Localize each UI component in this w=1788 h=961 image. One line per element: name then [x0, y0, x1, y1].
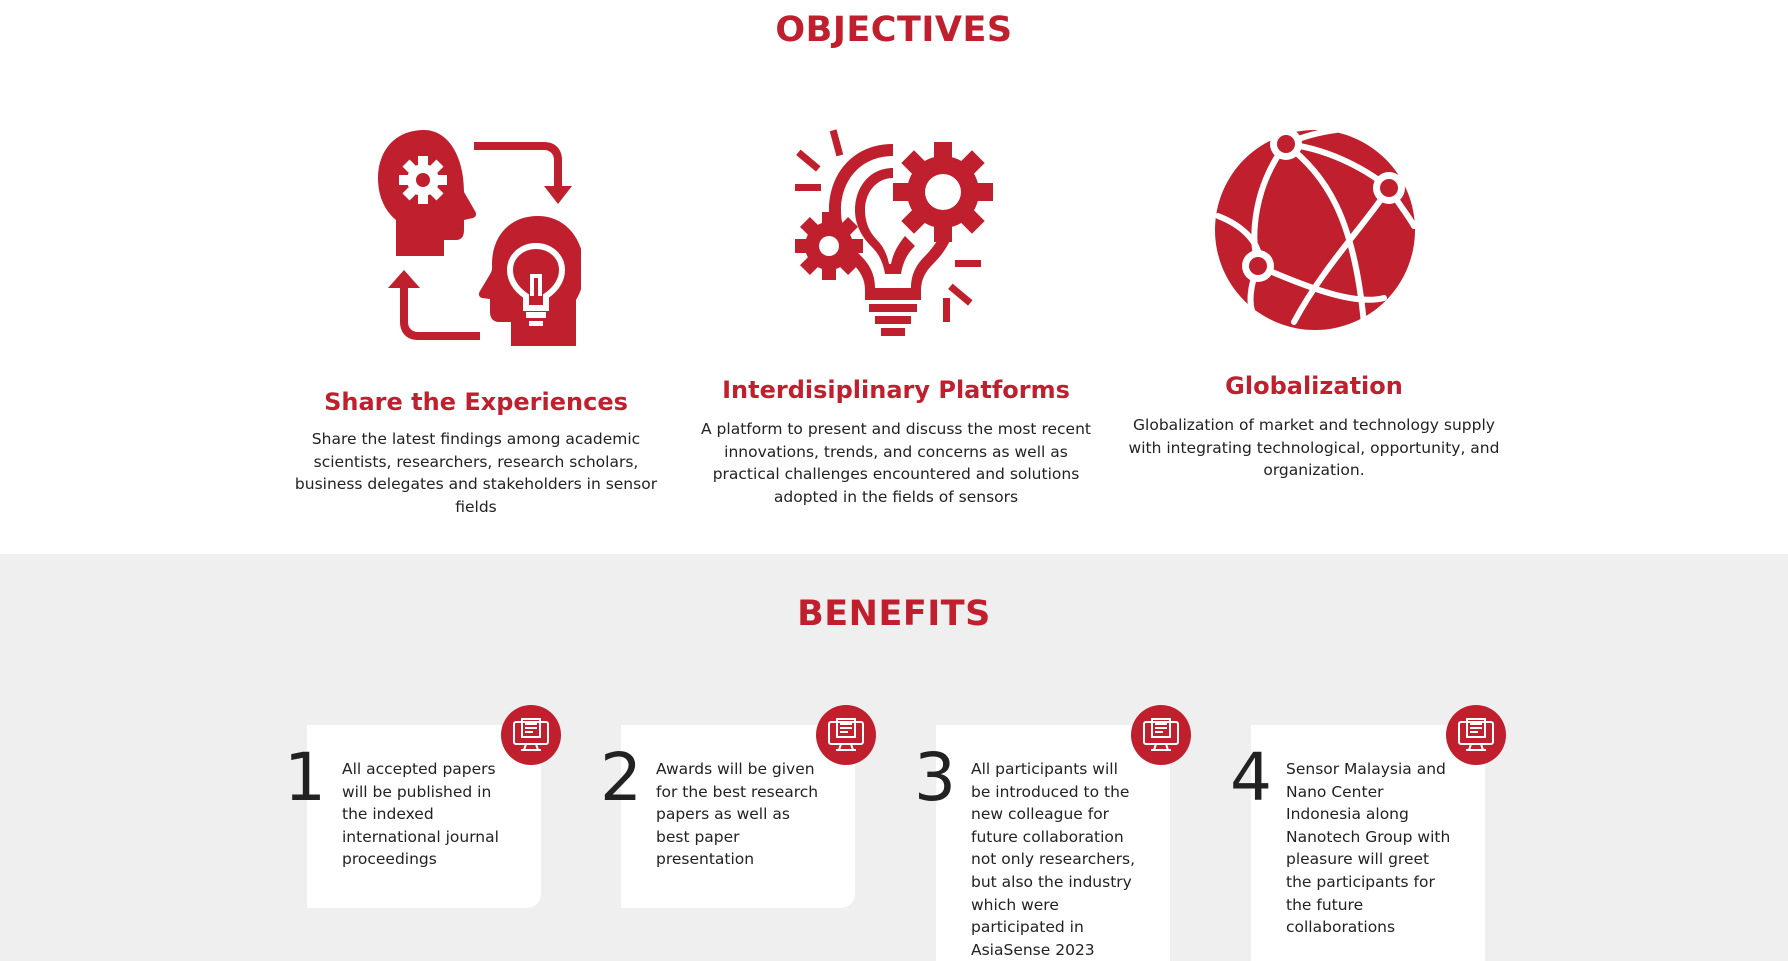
monitor-document-icon: [501, 705, 561, 765]
benefit-card: Sensor Malaysia and Nano Center Indonesi…: [1251, 725, 1485, 961]
globe-network-icon: [1214, 126, 1417, 337]
benefit-number: 1: [284, 739, 326, 816]
benefit-number: 4: [1230, 739, 1272, 816]
objectives-title: OBJECTIVES: [775, 10, 1013, 50]
objective-title: Globalization: [1225, 372, 1403, 400]
monitor-document-icon: [1446, 705, 1506, 765]
objective-description: Share the latest findings among academic…: [294, 430, 658, 516]
benefit-card: All participants will be introduced to t…: [936, 725, 1170, 961]
objective-title: Share the Experiences: [324, 388, 628, 416]
objective-description: Globalization of market and technology s…: [1128, 416, 1500, 479]
benefit-number: 2: [600, 739, 642, 816]
benefit-card: All accepted papers will be published in…: [307, 725, 541, 908]
benefit-number: 3: [914, 739, 956, 816]
monitor-document-icon: [816, 705, 876, 765]
benefits-title: BENEFITS: [797, 594, 991, 634]
monitor-document-icon: [1131, 705, 1191, 765]
benefit-text: Sensor Malaysia and Nano Center Indonesi…: [1286, 760, 1451, 937]
lightbulb-gears-icon: [795, 128, 1000, 343]
objective-title: Interdisiplinary Platforms: [722, 376, 1070, 404]
objective-item: Share the Experiences Share the latest f…: [280, 100, 672, 520]
benefit-text: Awards will be given for the best resear…: [656, 760, 819, 869]
objective-item: Interdisiplinary Platforms A platform to…: [700, 100, 1092, 520]
objectives-section: OBJECTIVES: [280, 10, 1510, 520]
head-exchange-icon: [376, 128, 584, 353]
benefit-text: All participants will be introduced to t…: [971, 760, 1135, 959]
objective-item: Globalization Globalization of market an…: [1118, 100, 1510, 520]
benefit-card: Awards will be given for the best resear…: [621, 725, 855, 908]
benefits-section: BENEFITS All accepted papers will be pub…: [0, 554, 1788, 961]
objective-description: A platform to present and discuss the mo…: [701, 420, 1091, 506]
benefit-text: All accepted papers will be published in…: [342, 760, 499, 869]
